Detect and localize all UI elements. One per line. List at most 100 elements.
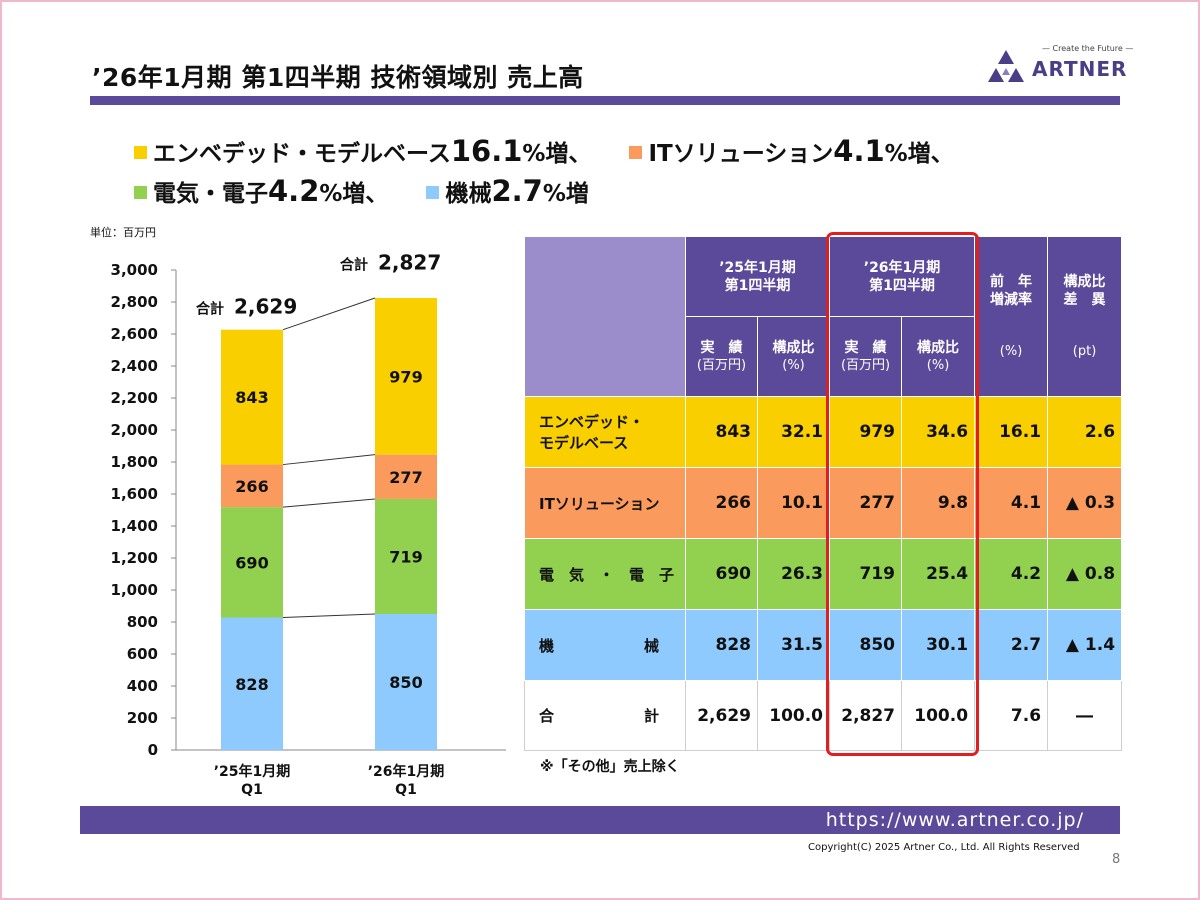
table-row: ITソリューション 266 10.1 277 9.8 4.1 ▲ 0.3 <box>524 467 1123 539</box>
title-underline <box>90 96 1120 105</box>
logo-wordmark: ARTNER <box>1032 57 1128 81</box>
cell-actual-prev: 690 <box>685 538 758 610</box>
header-actual-text: 実 績 <box>700 339 743 356</box>
header-actual-text: 実 績 <box>844 339 887 356</box>
electric-swatch <box>134 186 147 199</box>
header-corner <box>524 236 686 397</box>
header-ratio-prev: 構成比 (%) <box>756 316 831 397</box>
bar-segment <box>221 507 283 618</box>
connector-line <box>282 613 376 619</box>
x-tick-label: ’26年1月期 <box>368 763 445 780</box>
sales-table: ’25年1月期 第1四半期 ’26年1月期 第1四半期 前 年 増減率 (%) 構… <box>524 236 1123 751</box>
embedded-swatch <box>134 146 147 159</box>
footer-bar: https://www.artner.co.jp/ <box>80 806 1120 834</box>
current-period-highlight <box>826 232 979 756</box>
summary-pct: 4.1 <box>833 134 885 168</box>
cell-diff: ▲ 1.4 <box>1047 609 1123 681</box>
y-tick-label: 3,000 <box>111 261 158 279</box>
y-tick-label: 1,000 <box>111 581 158 599</box>
stacked-bar-chart: 0 200 400 600 800 1,000 1,200 1,400 1,600 1,800 2,… <box>111 251 506 798</box>
table-row: 合 計 2,629 100.0 2,827 100.0 7.6 ― <box>524 680 1123 751</box>
y-tick-label: 600 <box>127 645 158 663</box>
summary-item-machine: 機械2.7%増 <box>426 174 589 208</box>
summary-pct: 4.2 <box>268 174 320 208</box>
connector-line <box>282 454 376 466</box>
cell-actual-prev: 2,629 <box>685 680 758 751</box>
cell-yoy: 7.6 <box>974 680 1049 751</box>
connector-line <box>282 498 376 508</box>
cell-actual-curr: 719 <box>829 538 903 610</box>
y-tick-label: 2,800 <box>111 293 158 311</box>
machine-swatch <box>426 186 440 199</box>
cell-ratio-prev: 10.1 <box>756 467 831 539</box>
bar-value-label: 850 <box>389 673 422 692</box>
cell-actual-prev: 843 <box>685 396 758 468</box>
header-ratio-curr: 構成比 (%) <box>901 316 976 397</box>
summary-suffix: %増、 <box>884 141 954 167</box>
cell-yoy: 2.7 <box>974 609 1049 681</box>
cell-yoy: 16.1 <box>974 396 1049 468</box>
bar-segment <box>375 454 437 499</box>
summary-line-1: エンベデッド・モデルベース16.1%増、 ITソリューション4.1%増、 <box>134 134 984 168</box>
summary-item-electric: 電気・電子4.2%増、 <box>134 174 396 208</box>
website-link[interactable]: https://www.artner.co.jp/ <box>825 809 1084 831</box>
header-actual-unit: (百万円) <box>696 357 747 373</box>
header-diff-unit: (pt) <box>1072 344 1097 359</box>
y-tick-label: 1,200 <box>111 549 158 567</box>
summary-label: 機械 <box>445 181 492 207</box>
table-row: エンベデッド・ モデルベース 843 32.1 979 34.6 16.1 2.6 <box>524 396 1123 468</box>
row-label: 電 気 ・ 電 子 <box>524 538 686 610</box>
total-value: 2,629 <box>234 294 297 318</box>
bar-segment <box>221 617 283 750</box>
cell-yoy: 4.1 <box>974 467 1049 539</box>
total-label: 合計 <box>340 257 368 274</box>
it-swatch <box>629 146 643 159</box>
header-period-curr: ’26年1月期 第1四半期 <box>829 236 976 317</box>
bar-segment <box>221 464 283 508</box>
summary-label: ITソリューション <box>648 141 834 167</box>
cell-ratio-curr: 34.6 <box>901 396 976 468</box>
x-tick-label: Q1 <box>395 782 417 798</box>
summary-suffix: %増 <box>542 181 589 207</box>
y-tick-label: 1,800 <box>111 453 158 471</box>
summary-pct: 2.7 <box>491 174 543 208</box>
cell-diff: ▲ 0.8 <box>1047 538 1123 610</box>
summary-pct: 16.1 <box>450 134 523 168</box>
total-value: 2,827 <box>378 251 441 275</box>
cell-actual-prev: 266 <box>685 467 758 539</box>
table-note: ※「その他」売上除く <box>540 759 680 775</box>
header-diff-text: 構成比 差 異 <box>1063 274 1106 308</box>
cell-actual-prev: 828 <box>685 609 758 681</box>
cell-yoy: 4.2 <box>974 538 1049 610</box>
total-label: 合計 <box>196 300 224 317</box>
cell-ratio-prev: 100.0 <box>756 680 831 751</box>
header-period-prev: ’25年1月期 第1四半期 <box>684 236 831 317</box>
artner-triangle-logo-icon <box>988 50 1024 82</box>
connector-line <box>282 297 376 331</box>
bar-value-label: 979 <box>389 367 422 386</box>
summary-label: 電気・電子 <box>153 181 268 207</box>
bar-segment <box>375 614 437 750</box>
y-tick-label: 200 <box>127 709 158 727</box>
row-label: ITソリューション <box>524 467 686 539</box>
header-diff: 構成比 差 異 (pt) <box>1047 236 1123 397</box>
bar-segment <box>221 329 283 465</box>
header-yoy-text: 前 年 増減率 <box>990 274 1033 308</box>
cell-actual-curr: 979 <box>829 396 903 468</box>
bar-value-label: 828 <box>235 675 268 694</box>
cell-actual-curr: 2,827 <box>829 680 903 751</box>
header-actual-curr: 実 績 (百万円) <box>829 316 903 397</box>
y-tick-label: 2,000 <box>111 421 158 439</box>
row-label: エンベデッド・ モデルベース <box>524 396 686 468</box>
table-row: 機 械 828 31.5 850 30.1 2.7 ▲ 1.4 <box>524 609 1123 681</box>
header-period-prev-text: ’25年1月期 第1四半期 <box>719 259 796 294</box>
row-label: 合 計 <box>524 680 686 751</box>
bar-value-label: 277 <box>389 468 422 487</box>
y-tick-label: 800 <box>127 613 158 631</box>
bar-value-label: 843 <box>235 388 268 407</box>
row-label: 機 械 <box>524 609 686 681</box>
cell-actual-curr: 277 <box>829 467 903 539</box>
unit-label: 単位：百万円 <box>90 226 156 239</box>
company-logo: — Create the Future — ARTNER <box>984 44 1133 92</box>
